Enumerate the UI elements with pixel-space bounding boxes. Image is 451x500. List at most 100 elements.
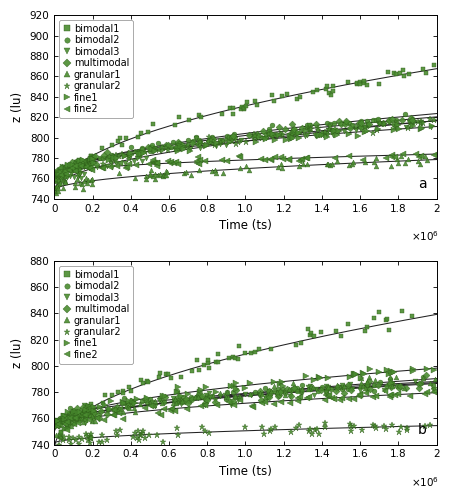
multimodal <box>185 400 190 406</box>
fine2 <box>295 398 300 404</box>
fine2 <box>400 150 406 156</box>
fine2 <box>387 392 393 398</box>
multimodal <box>366 121 372 127</box>
fine1 <box>431 367 437 373</box>
bimodal1 <box>385 69 391 75</box>
Text: b: b <box>418 423 427 437</box>
bimodal3 <box>235 396 241 402</box>
granular1 <box>247 390 253 396</box>
granular1 <box>398 153 403 159</box>
Line: granular2: granular2 <box>52 116 437 184</box>
granular1 <box>279 165 284 171</box>
bimodal1 <box>409 312 414 318</box>
bimodal2 <box>421 374 426 380</box>
multimodal <box>269 132 275 138</box>
bimodal2 <box>57 415 63 421</box>
multimodal <box>275 391 281 397</box>
fine1 <box>144 396 150 402</box>
bimodal2 <box>350 122 355 128</box>
Line: granular1: granular1 <box>54 374 437 437</box>
bimodal2 <box>402 111 408 117</box>
Line: bimodal3: bimodal3 <box>53 119 434 190</box>
granular1 <box>172 396 177 402</box>
Y-axis label: z (lu): z (lu) <box>11 92 24 122</box>
granular2 <box>252 133 257 139</box>
fine2 <box>262 158 267 164</box>
granular1 <box>424 157 430 163</box>
bimodal2 <box>230 388 235 394</box>
bimodal1 <box>220 111 225 117</box>
bimodal1 <box>400 308 405 314</box>
granular2 <box>296 422 302 428</box>
fine1 <box>277 132 282 138</box>
bimodal2 <box>179 400 184 406</box>
fine2 <box>323 392 328 398</box>
multimodal <box>410 118 415 124</box>
fine2 <box>237 154 242 160</box>
Line: fine1: fine1 <box>54 122 435 178</box>
granular1 <box>246 168 251 173</box>
bimodal3 <box>176 398 181 404</box>
Line: fine1: fine1 <box>54 366 437 430</box>
bimodal3 <box>228 400 234 406</box>
bimodal2 <box>233 394 238 400</box>
granular1 <box>393 374 398 380</box>
Text: $\times 10^6$: $\times 10^6$ <box>411 475 439 489</box>
granular1 <box>433 376 438 382</box>
bimodal3 <box>413 378 418 384</box>
bimodal1 <box>207 365 212 371</box>
granular1 <box>161 172 166 178</box>
bimodal2 <box>198 138 203 144</box>
granular1 <box>267 390 272 396</box>
bimodal3 <box>54 417 60 423</box>
bimodal2 <box>409 116 414 121</box>
multimodal <box>266 388 271 394</box>
Line: granular2: granular2 <box>55 420 433 448</box>
bimodal3 <box>428 124 434 130</box>
fine1 <box>429 122 435 128</box>
granular2 <box>395 120 400 126</box>
granular2 <box>260 424 265 430</box>
Line: fine2: fine2 <box>52 151 437 178</box>
fine2 <box>383 154 389 160</box>
bimodal3 <box>349 386 354 392</box>
multimodal <box>60 415 65 421</box>
bimodal1 <box>294 96 299 102</box>
Line: bimodal1: bimodal1 <box>57 308 414 440</box>
granular2 <box>261 432 266 438</box>
bimodal2 <box>64 418 69 424</box>
bimodal1 <box>314 86 320 92</box>
Text: a: a <box>419 178 427 192</box>
Line: granular1: granular1 <box>53 154 430 195</box>
bimodal1 <box>432 62 437 68</box>
bimodal2 <box>226 134 232 140</box>
multimodal <box>278 389 283 395</box>
bimodal2 <box>51 185 57 191</box>
bimodal1 <box>213 360 218 366</box>
multimodal <box>264 394 270 400</box>
fine2 <box>54 422 59 428</box>
fine2 <box>198 157 203 163</box>
granular2 <box>259 134 265 140</box>
Line: fine2: fine2 <box>54 388 437 432</box>
bimodal1 <box>156 374 161 380</box>
fine2 <box>287 400 292 406</box>
fine1 <box>54 424 59 430</box>
multimodal <box>54 177 59 183</box>
granular1 <box>257 390 262 396</box>
granular1 <box>365 379 370 385</box>
fine2 <box>154 160 160 166</box>
bimodal2 <box>280 386 285 392</box>
fine2 <box>202 158 208 164</box>
granular1 <box>214 170 219 175</box>
bimodal1 <box>52 189 57 195</box>
fine2 <box>304 395 310 401</box>
granular2 <box>53 175 58 181</box>
bimodal3 <box>375 120 381 126</box>
bimodal2 <box>266 390 271 396</box>
bimodal3 <box>411 118 417 124</box>
bimodal2 <box>431 382 436 388</box>
bimodal3 <box>278 389 283 395</box>
granular2 <box>56 442 61 448</box>
bimodal2 <box>209 134 215 140</box>
